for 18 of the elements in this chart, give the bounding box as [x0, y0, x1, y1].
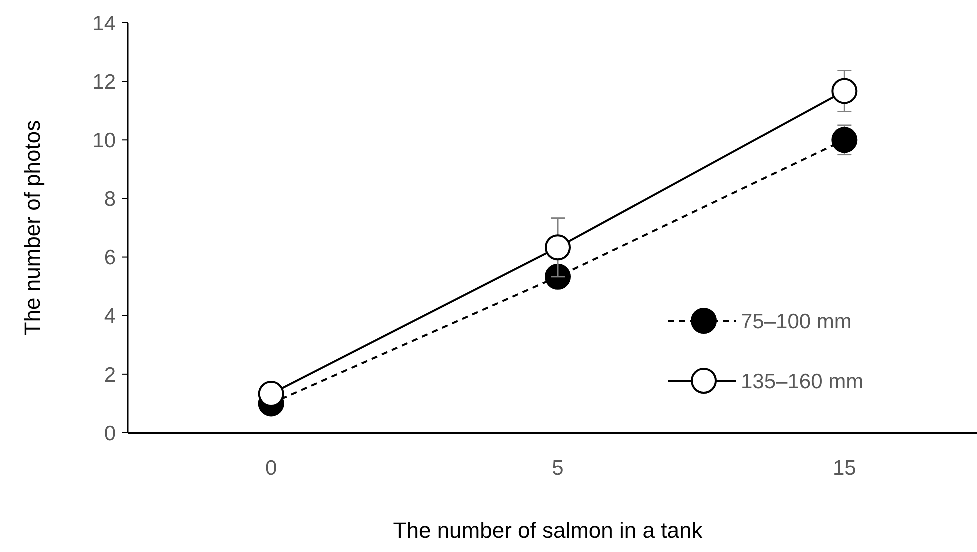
legend-label: 75–100 mm	[741, 310, 852, 334]
y-tick-label: 14	[92, 12, 116, 36]
x-tick-label: 15	[832, 457, 856, 480]
y-tick-label: 10	[92, 129, 116, 152]
y-tick-label: 2	[104, 364, 116, 387]
x-axis-title: The number of salmon in a tank	[393, 518, 704, 543]
point	[832, 127, 858, 154]
y-tick-label: 4	[104, 305, 116, 328]
x-tick-label: 0	[265, 457, 278, 480]
y-tick-label: 8	[104, 188, 116, 212]
point	[545, 234, 571, 261]
point	[832, 78, 858, 104]
y-tick-label: 0	[104, 422, 116, 446]
x-tick-label: 5	[552, 457, 564, 480]
legend-label: 135–160 mm	[741, 370, 864, 394]
y-tick-label: 6	[104, 246, 116, 270]
y-axis-title: The number of photos	[20, 120, 45, 336]
y-tick-label: 12	[92, 70, 116, 94]
